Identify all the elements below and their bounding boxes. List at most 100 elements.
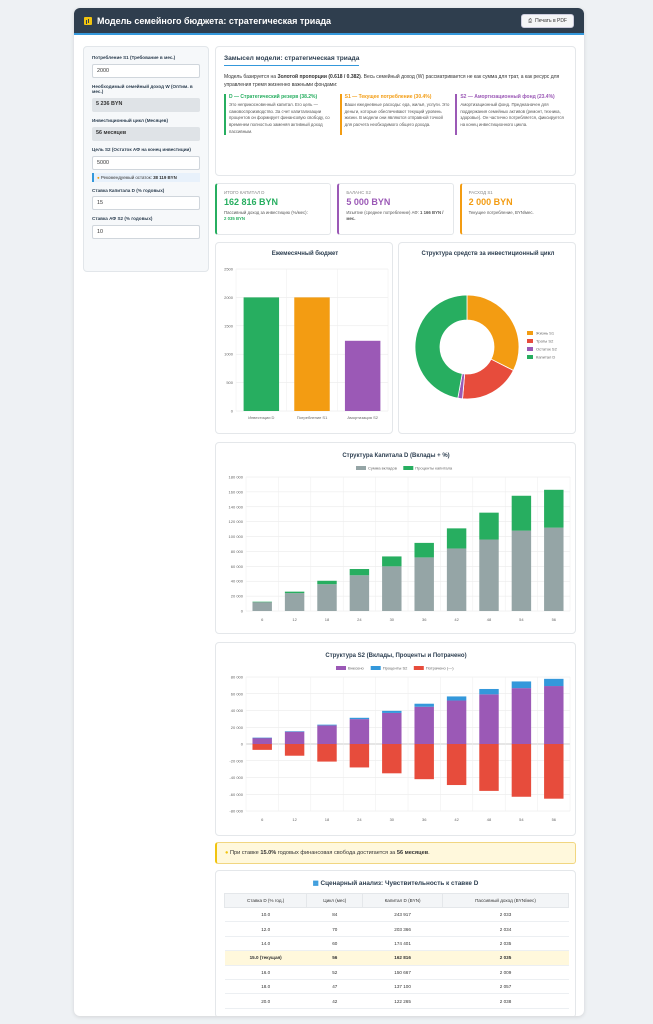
rate-af-input[interactable]: 10 [92,225,200,240]
concept-intro: Модель базируется на Золотой пропорции (… [224,74,560,88]
table-cell: 10.0 [224,907,307,923]
category-label: 6 [261,817,264,822]
bar-segment [317,744,337,762]
header-bar: Модель семейного бюджета: стратегическая… [74,8,584,35]
w-readout: 5 236 BYN [92,98,200,113]
table-cell: 20.0 [224,993,307,1009]
table-cell: 70 [306,921,363,937]
tick-label: 140 000 [229,504,244,509]
table-header: Пассивный доход (BYN/мес) [442,893,569,908]
bar-segment [446,528,467,549]
legend-label: Сумма вкладов [368,466,397,471]
table-cell: 2 034 [442,921,569,937]
bar-segment [544,678,564,687]
s1-input[interactable]: 2000 [92,63,200,78]
bar-segment [479,744,499,791]
tick-label: 40 000 [231,579,244,584]
bar-segment [511,530,532,611]
chart-icon [84,16,92,25]
bar-segment [317,584,337,611]
concept-col-d: D — Стратегический резерв (38.2%) Это не… [224,94,336,136]
category-label: 48 [487,817,492,822]
category-label: 24 [357,817,362,822]
table-cell: 2 033 [442,907,569,923]
category-label: Потребление S1 [297,415,328,420]
scenario-title: ▦ Сценарный анализ: Чувствительность к с… [312,880,479,887]
legend-label: Потрачено (—) [426,666,454,671]
tick-label: 80 000 [231,549,244,554]
monthly-budget-chart: Ежемесячный бюджет 0 500 1000 1500 2000 2500 Ин… [224,250,389,420]
concept-title: Замысел модели: стратегическая триада [224,55,360,66]
table-row: 16.0 52 150 667 2 009 [224,965,569,980]
legend-swatch [336,666,346,670]
pie-slice-1 [466,294,520,372]
legend-label: Остаток S2 [536,347,558,352]
category-label: 54 [519,817,524,822]
w-label: Необходимый семейный доход W (Оптим. в м… [92,83,193,95]
table-row: 18.0 47 137 100 2 057 [224,979,569,995]
bar-segment [414,557,434,611]
s1-label: Потребление S1 (Требование в мес.) [92,55,176,60]
bar-segment [479,539,499,611]
tick-label: 60 000 [231,691,244,696]
table-cell: 2 035 [442,936,569,952]
rate-d-input[interactable]: 15 [92,196,200,211]
cycle-readout: 56 месяцев [92,126,200,141]
kpi-row: Итого капитал D 162 816 BYN Пассивный до… [215,183,576,235]
print-pdf-button[interactable]: ⎙ Печать в PDF [521,13,574,28]
legend-swatch [413,666,424,670]
tick-label: 180 000 [229,475,244,480]
table-cell: 203 366 [362,921,443,937]
bar-segment [544,489,564,528]
table-cell: 12.0 [224,921,307,937]
capital-d-card: Структура Капитала D (Вклады + %) Сумма в… [215,442,576,634]
legend-swatch [403,466,414,470]
legend-swatch [527,339,533,343]
bar-segment [414,703,434,707]
legend-label: Проценты S2 [383,666,408,671]
tick-label: 160 000 [229,489,244,494]
table-cell: 14.0 [224,936,307,952]
category-label: 18 [325,817,330,822]
bar-segment [544,686,564,744]
print-icon: ⎙ [528,17,533,24]
tick-label: -40 000 [229,775,243,780]
bar-segment [479,688,499,695]
table-cell: 2 057 [442,979,569,995]
tick-label: -80 000 [229,809,243,814]
legend-swatch [527,355,533,359]
bar-segment [446,744,467,786]
table-row: 20.0 42 122 265 2 038 [224,993,569,1009]
scenario-card: ▦ Сценарный анализ: Чувствительность к с… [215,870,576,1016]
table-row: 15.0 (текущая) 56 162 816 2 035 [224,950,569,966]
bar-segment [446,696,467,701]
bar-segment [284,591,305,594]
bulb-icon: ● [97,174,100,180]
category-label: 6 [261,617,264,622]
tick-label: 20 000 [231,594,244,599]
category-label: 12 [292,617,297,622]
bar-segment [446,548,467,611]
category-label: 18 [325,617,330,622]
bar-segment [317,724,337,726]
cycle-label: Инвестиционный цикл (Месяцев) [92,118,169,124]
tick-label: 1500 [224,323,234,328]
bar-3 [344,340,381,411]
capital-d-chart: Структура Капитала D (Вклады + %) Сумма в… [229,453,571,622]
bar-segment [544,744,564,799]
bar-segment [252,737,272,744]
bar-segment [284,731,305,732]
table-cell: 16.0 [224,965,307,980]
recommended-hint: ● Рекомендуемый остаток: 38 119 BYN [92,172,200,182]
kpi-balance-s2: Баланс S2 5 000 BYN Изъятие (среднее пот… [337,183,454,235]
bar-segment [284,731,305,744]
scenario-table: Ставка D (% год.) Цикл (мес) Капитал D (BY… [223,893,569,1009]
settings-sidebar: Потребление S1 (Требование в мес.) 2000 … [83,46,209,272]
s2-input[interactable]: 5000 [92,155,200,170]
bar-2 [294,297,330,411]
legend-label: Проценты капитала [415,466,453,471]
category-label: 56 [552,617,557,622]
table-header: Цикл (мес) [306,893,364,908]
bar-segment [284,744,305,756]
table-cell: 162 816 [362,950,443,966]
